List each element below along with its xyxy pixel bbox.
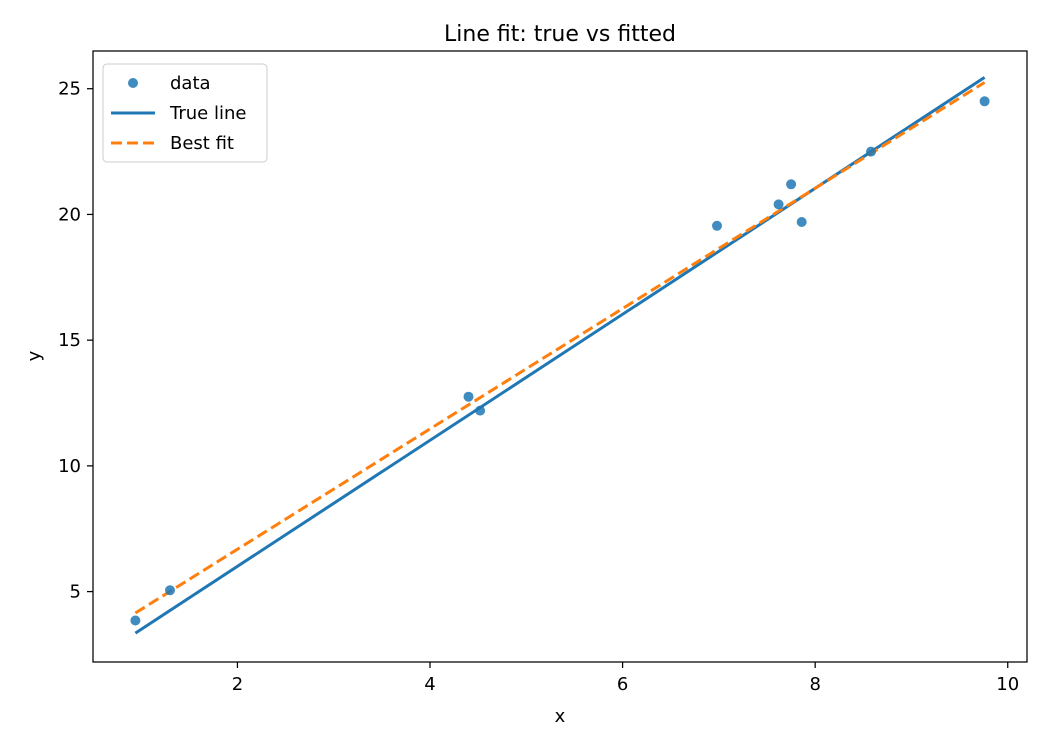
data-point [475, 405, 486, 416]
axis-ticks: 2 4 6 8 10 5 10 15 20 25 [58, 79, 1019, 695]
data-point [979, 96, 990, 107]
series-line-best-fit [134, 81, 986, 615]
data-point [866, 146, 876, 157]
y-tick-label: 5 [70, 582, 81, 603]
legend-box [102, 63, 268, 163]
data-point [463, 391, 474, 402]
x-tick-label: 10 [996, 674, 1019, 695]
x-tick-label: 8 [809, 674, 820, 695]
legend-label-true-line: True line [169, 103, 246, 124]
data-point [773, 199, 784, 210]
data-point [712, 220, 722, 231]
data-point [165, 585, 175, 596]
x-tick-label: 4 [424, 674, 435, 695]
legend-label-data: data [170, 73, 211, 94]
data-point [796, 217, 807, 227]
y-tick-label: 20 [58, 204, 81, 225]
y-axis-label: y [24, 350, 45, 361]
legend-label-best-fit: Best fit [170, 133, 234, 154]
plot-area [130, 76, 990, 635]
y-tick-label: 25 [58, 79, 81, 100]
axes-frame [92, 50, 1028, 663]
x-tick-label: 2 [232, 674, 243, 695]
data-point [786, 179, 797, 190]
x-axis-label: x [555, 706, 566, 727]
y-tick-label: 15 [58, 330, 81, 351]
data-point [130, 615, 141, 626]
y-tick-label: 10 [58, 456, 81, 477]
legend: data True line Best fit [102, 63, 268, 163]
x-tick-label: 6 [617, 674, 628, 695]
chart-title: Line fit: true vs fitted [444, 22, 676, 47]
legend-marker-data [128, 78, 138, 88]
